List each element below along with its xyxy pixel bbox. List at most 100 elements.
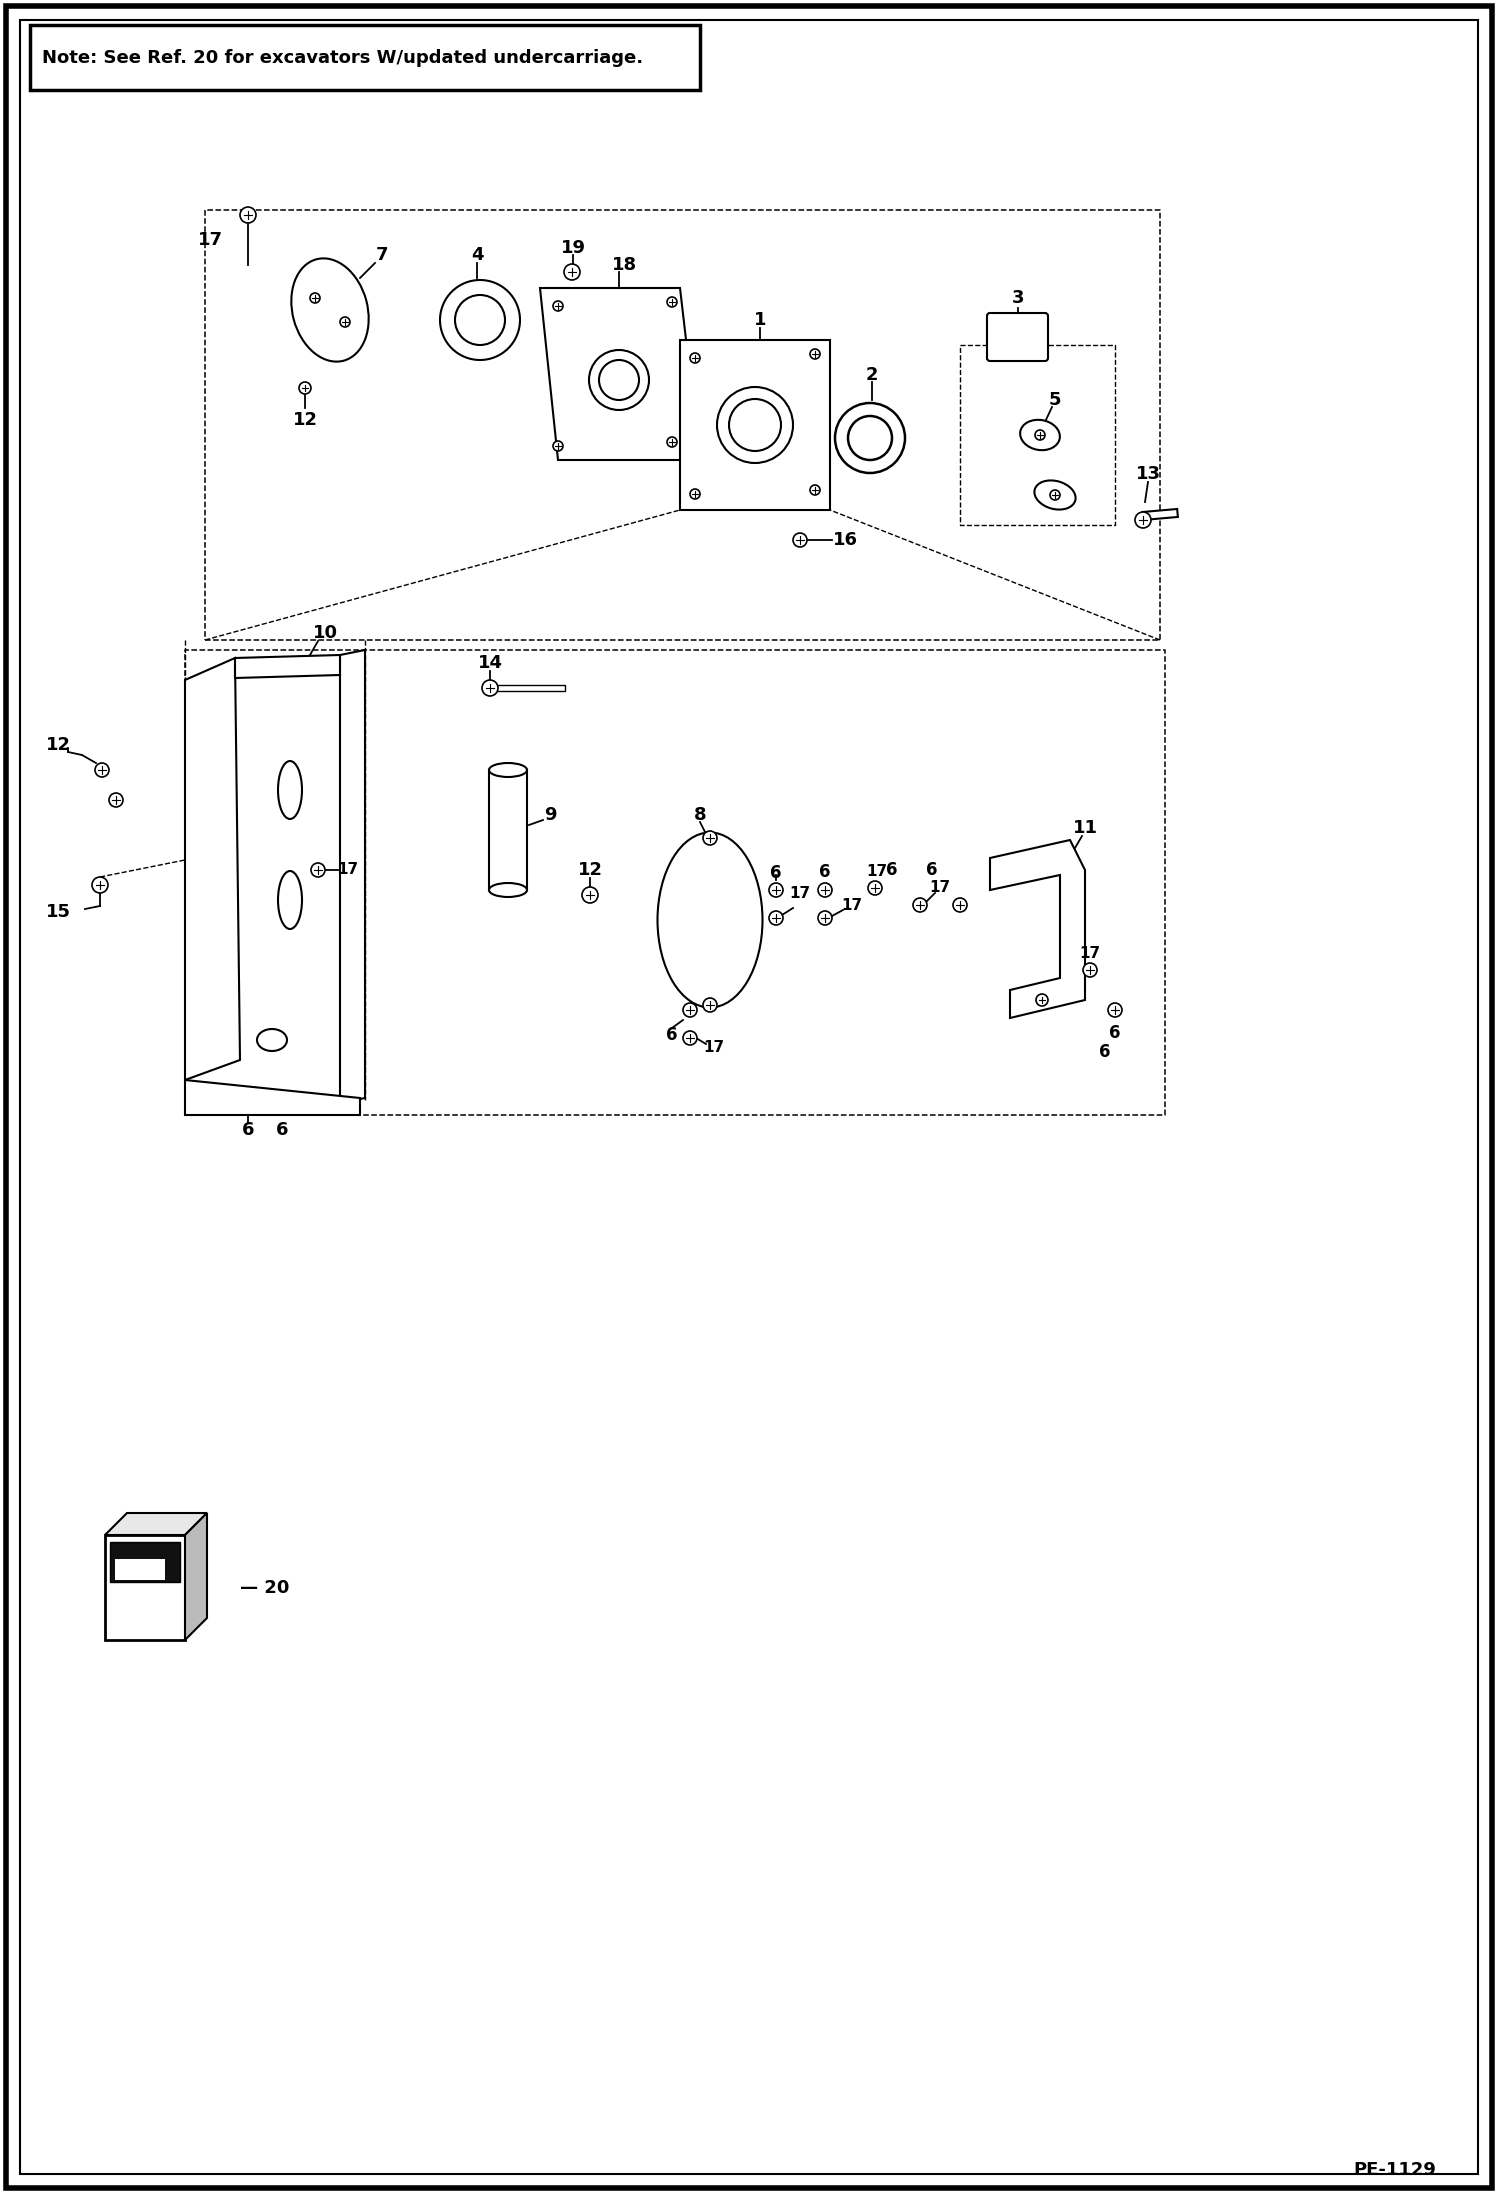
Polygon shape [680,340,830,509]
Ellipse shape [279,761,303,818]
Text: PE-1129: PE-1129 [1354,2161,1437,2179]
Circle shape [440,281,520,360]
Text: Note: See Ref. 20 for excavators W/updated undercarriage.: Note: See Ref. 20 for excavators W/updat… [42,48,643,68]
Circle shape [810,485,819,496]
Polygon shape [184,658,240,1079]
Text: 17: 17 [929,880,951,895]
Circle shape [300,382,312,395]
Text: 17: 17 [842,897,863,913]
Text: 12: 12 [578,860,602,880]
Circle shape [768,911,783,926]
Ellipse shape [258,1029,288,1051]
Circle shape [553,441,563,452]
Ellipse shape [291,259,369,362]
Circle shape [691,489,700,498]
Circle shape [667,437,677,448]
Bar [105,1536,184,1639]
Circle shape [848,417,891,461]
Text: 6: 6 [887,860,897,880]
Circle shape [1035,430,1046,441]
Text: 6: 6 [241,1121,255,1139]
Circle shape [667,296,677,307]
Circle shape [683,1031,697,1044]
Text: 6: 6 [1100,1042,1110,1062]
Text: 14: 14 [478,654,502,671]
Circle shape [703,832,718,845]
Text: 17: 17 [337,862,358,878]
Circle shape [583,886,598,904]
Polygon shape [990,840,1085,1018]
Circle shape [818,882,831,897]
Circle shape [589,351,649,410]
Circle shape [599,360,640,399]
Circle shape [482,680,497,695]
Polygon shape [340,649,366,1104]
Circle shape [703,998,718,1011]
Bar [1143,509,1177,520]
Text: 8: 8 [694,805,707,825]
Text: 17: 17 [704,1040,725,1055]
Circle shape [768,882,783,897]
Circle shape [953,897,968,913]
Circle shape [867,882,882,895]
Circle shape [818,911,831,926]
Text: 4: 4 [470,246,484,263]
Circle shape [340,316,351,327]
Text: 6: 6 [1109,1025,1121,1042]
Circle shape [1037,994,1049,1007]
Circle shape [1109,1003,1122,1018]
Circle shape [310,294,321,303]
Bar [109,1542,180,1582]
Ellipse shape [279,871,303,928]
Text: 17: 17 [789,886,810,902]
Ellipse shape [488,882,527,897]
Polygon shape [539,287,700,461]
Text: 6: 6 [770,864,782,882]
Text: 18: 18 [611,257,637,274]
Polygon shape [184,1514,207,1639]
Text: 17: 17 [198,230,223,248]
Circle shape [912,897,927,913]
Ellipse shape [658,832,762,1007]
Polygon shape [105,1514,207,1536]
Text: 6: 6 [276,1121,288,1139]
Text: 9: 9 [544,805,556,825]
Bar [488,770,527,891]
Circle shape [94,764,109,777]
Circle shape [1050,489,1061,500]
Circle shape [240,206,256,224]
Circle shape [109,792,123,807]
Circle shape [1083,963,1097,976]
Circle shape [565,263,580,281]
Polygon shape [235,656,340,678]
Circle shape [553,301,563,312]
Circle shape [691,353,700,362]
Text: 12: 12 [45,735,70,755]
Circle shape [730,399,780,452]
Polygon shape [184,1079,360,1115]
Ellipse shape [488,764,527,777]
Text: 3: 3 [1011,290,1025,307]
Text: 2: 2 [866,366,878,384]
Text: 15: 15 [45,904,70,921]
Circle shape [91,878,108,893]
Text: — 20: — 20 [240,1580,289,1597]
Bar [490,685,565,691]
Ellipse shape [1020,419,1061,450]
Text: 10: 10 [313,623,337,643]
Text: 13: 13 [1135,465,1161,483]
FancyBboxPatch shape [987,314,1049,362]
Circle shape [683,1003,697,1018]
Text: 17: 17 [1080,946,1101,961]
Text: 11: 11 [1073,818,1098,836]
Circle shape [455,294,505,344]
Ellipse shape [1035,480,1076,509]
Circle shape [792,533,807,546]
Circle shape [834,404,905,474]
Text: 1: 1 [753,312,767,329]
Text: 6: 6 [926,860,938,880]
Text: 6: 6 [667,1027,677,1044]
Circle shape [810,349,819,360]
Text: 6: 6 [819,862,831,882]
Circle shape [312,862,325,878]
